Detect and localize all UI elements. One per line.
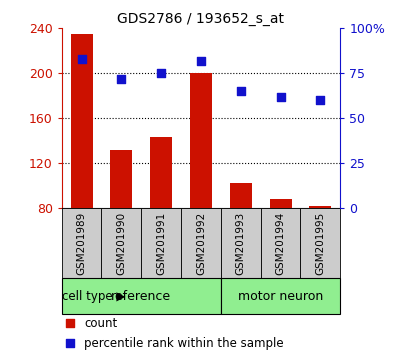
- Bar: [300, 209, 340, 279]
- Text: percentile rank within the sample: percentile rank within the sample: [84, 337, 284, 350]
- Bar: [101, 209, 141, 279]
- Point: [158, 70, 164, 76]
- Bar: [62, 209, 101, 279]
- Point: [78, 56, 85, 62]
- Bar: [62, 279, 221, 314]
- Bar: [261, 209, 300, 279]
- Text: reference: reference: [111, 290, 172, 303]
- Bar: [181, 209, 221, 279]
- Text: count: count: [84, 317, 117, 330]
- Point: [238, 88, 244, 94]
- Point: [118, 76, 125, 81]
- Text: cell type ▶: cell type ▶: [62, 290, 125, 303]
- Bar: [190, 73, 212, 209]
- Text: GSM201991: GSM201991: [156, 212, 166, 275]
- Point: [67, 341, 73, 346]
- Text: GSM201989: GSM201989: [76, 212, 87, 275]
- Text: GSM201993: GSM201993: [236, 212, 246, 275]
- Title: GDS2786 / 193652_s_at: GDS2786 / 193652_s_at: [117, 12, 285, 26]
- Bar: [221, 209, 261, 279]
- Bar: [71, 34, 92, 209]
- Text: GSM201992: GSM201992: [196, 212, 206, 275]
- Bar: [270, 199, 291, 209]
- Point: [67, 321, 73, 326]
- Bar: [221, 279, 340, 314]
- Text: motor neuron: motor neuron: [238, 290, 323, 303]
- Point: [317, 97, 324, 103]
- Text: GSM201990: GSM201990: [116, 212, 127, 275]
- Bar: [230, 183, 252, 209]
- Bar: [111, 150, 132, 209]
- Bar: [310, 206, 332, 209]
- Text: GSM201994: GSM201994: [275, 212, 286, 275]
- Point: [198, 58, 204, 64]
- Point: [277, 94, 284, 99]
- Bar: [141, 209, 181, 279]
- Bar: [150, 137, 172, 209]
- Text: GSM201995: GSM201995: [315, 212, 326, 275]
